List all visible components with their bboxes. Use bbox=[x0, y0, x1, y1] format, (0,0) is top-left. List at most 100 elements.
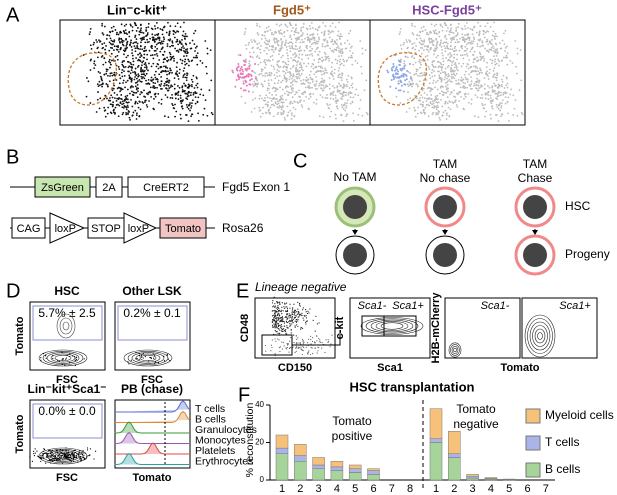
cell-dot bbox=[194, 56, 197, 59]
cell-dot bbox=[330, 72, 333, 74]
cell-dot bbox=[458, 41, 460, 43]
cell-dot bbox=[303, 100, 305, 102]
event-dot bbox=[65, 454, 67, 456]
cell-dot bbox=[130, 46, 133, 48]
event-dot bbox=[67, 452, 69, 454]
cell-dot bbox=[453, 69, 456, 72]
cell-dot bbox=[516, 52, 519, 55]
cell-dot bbox=[131, 29, 134, 32]
event-dot bbox=[67, 450, 69, 452]
cell-dot bbox=[126, 94, 129, 97]
cell-dot bbox=[208, 89, 211, 92]
cell-dot bbox=[326, 40, 329, 43]
event-dot bbox=[271, 315, 274, 317]
cell-dot bbox=[145, 66, 148, 69]
cell-dot bbox=[191, 80, 194, 83]
cell-dot bbox=[153, 39, 156, 42]
cell-dot bbox=[459, 90, 461, 93]
cell-dot bbox=[104, 94, 107, 97]
cell-dot bbox=[425, 33, 428, 36]
cell-dot bbox=[426, 48, 429, 51]
cell-dot bbox=[445, 24, 448, 27]
cell-dot bbox=[152, 81, 155, 84]
cell-dot bbox=[186, 106, 189, 109]
cell-dot bbox=[292, 73, 295, 76]
cell-dot bbox=[351, 52, 354, 55]
cell-dot bbox=[115, 45, 118, 48]
event-dot bbox=[279, 317, 281, 319]
cell-dot bbox=[113, 39, 116, 42]
cell-dot bbox=[194, 102, 197, 105]
cell-dot bbox=[345, 107, 347, 109]
cell-dot bbox=[482, 44, 484, 47]
event-dot bbox=[293, 310, 295, 312]
cell-dot bbox=[268, 40, 271, 43]
cell-dot bbox=[116, 48, 119, 51]
cell-dot bbox=[273, 37, 276, 40]
cell-dot bbox=[441, 29, 444, 32]
event-dot bbox=[42, 458, 44, 460]
cell-dot bbox=[516, 47, 519, 50]
event-dot bbox=[297, 337, 299, 339]
cell-dot bbox=[437, 54, 439, 57]
cell-dot bbox=[450, 54, 453, 56]
cell-dot bbox=[471, 42, 474, 45]
cell-dot bbox=[110, 59, 113, 62]
event-dot bbox=[312, 319, 314, 321]
cell-dot bbox=[408, 80, 411, 83]
cell-dot bbox=[354, 93, 357, 96]
cell-dot bbox=[311, 80, 314, 83]
cell-dot bbox=[194, 46, 197, 49]
cell-dot bbox=[277, 111, 280, 114]
cell-dot bbox=[112, 25, 115, 28]
cell-dot bbox=[130, 85, 132, 88]
cell-dot bbox=[503, 87, 506, 89]
cell-dot bbox=[440, 39, 442, 42]
cell-dot bbox=[466, 63, 469, 65]
cell-dot bbox=[273, 82, 276, 85]
cell-dot bbox=[186, 95, 189, 98]
cell-dot bbox=[171, 85, 174, 88]
cell-dot bbox=[184, 35, 187, 38]
cell-dot bbox=[431, 100, 434, 103]
cell-dot bbox=[161, 29, 164, 32]
arrow-head bbox=[532, 230, 538, 235]
legend-label: Erythrocytes bbox=[195, 455, 253, 467]
cell-dot bbox=[289, 36, 291, 39]
cell-dot bbox=[478, 30, 481, 33]
cell-dot bbox=[263, 41, 266, 44]
cell-dot bbox=[489, 97, 492, 99]
cell-dot bbox=[339, 63, 342, 66]
cell-dot bbox=[386, 69, 389, 72]
cell-dot bbox=[331, 92, 333, 95]
cell-dot bbox=[331, 49, 334, 52]
cell-dot bbox=[142, 102, 145, 104]
cell-dot bbox=[395, 95, 398, 98]
cell-dot bbox=[406, 69, 409, 72]
cell-dot bbox=[432, 111, 435, 114]
cell-dot bbox=[446, 96, 449, 99]
cell-dot bbox=[449, 48, 452, 51]
cell-dot bbox=[506, 82, 509, 85]
event-dot bbox=[140, 354, 142, 357]
cell-dot bbox=[242, 59, 245, 62]
event-dot bbox=[292, 318, 294, 320]
event-dot bbox=[50, 454, 53, 456]
cell-dot bbox=[477, 70, 479, 73]
cell-dot bbox=[441, 90, 443, 93]
cell-dot bbox=[110, 26, 113, 29]
cell-dot bbox=[274, 30, 277, 33]
cell-dot bbox=[184, 48, 187, 51]
cell-dot bbox=[434, 86, 436, 89]
event-dot bbox=[302, 343, 305, 345]
cell-dot bbox=[337, 76, 340, 79]
cell-dot bbox=[117, 46, 119, 49]
cell-dot bbox=[406, 56, 409, 59]
event-dot bbox=[274, 311, 276, 313]
panel-label: D bbox=[6, 280, 20, 302]
cell-dot bbox=[180, 49, 183, 52]
event-dot bbox=[34, 452, 36, 454]
cell-dot bbox=[496, 93, 499, 96]
event-dot bbox=[61, 449, 63, 452]
cell-dot bbox=[423, 73, 426, 76]
